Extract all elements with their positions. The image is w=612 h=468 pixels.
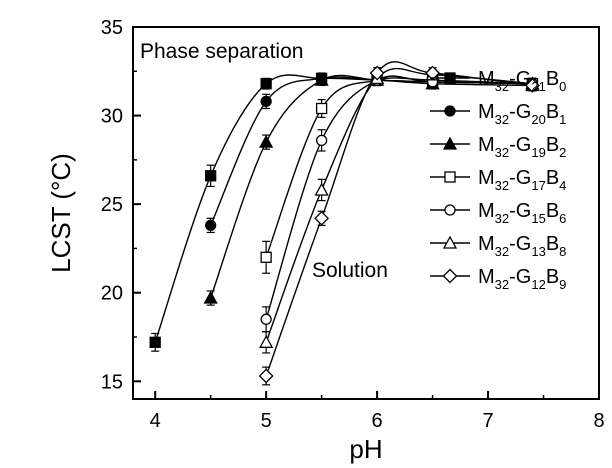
legend-marker bbox=[442, 136, 458, 150]
legend-label: M32-G21B0 bbox=[478, 68, 566, 94]
legend-label: M32-G19B2 bbox=[478, 134, 566, 160]
legend-marker bbox=[444, 204, 456, 216]
x-tick-label: 7 bbox=[482, 410, 493, 432]
data-point bbox=[425, 65, 440, 81]
legend-marker bbox=[444, 171, 456, 183]
data-point bbox=[259, 334, 274, 348]
data-point bbox=[314, 72, 329, 86]
data-point bbox=[260, 95, 272, 108]
legend-label: M32-G13B8 bbox=[478, 233, 566, 259]
data-point bbox=[205, 219, 217, 232]
y-tick-label: 15 bbox=[101, 371, 123, 393]
data-point bbox=[260, 78, 272, 90]
data-point bbox=[203, 290, 218, 304]
legend-label: M32-G15B6 bbox=[478, 200, 566, 226]
annotation-solution: Solution bbox=[312, 259, 388, 282]
legend-label: M32-G17B4 bbox=[478, 167, 566, 193]
data-point bbox=[369, 65, 385, 81]
data-point bbox=[205, 170, 217, 182]
y-tick-label: 25 bbox=[101, 194, 123, 216]
data-point bbox=[315, 102, 328, 115]
x-tick-label: 8 bbox=[593, 410, 604, 432]
annotation-phase-separation: Phase separation bbox=[140, 40, 303, 63]
y-tick-label: 20 bbox=[101, 283, 123, 305]
legend-label: M32-G20B1 bbox=[478, 101, 566, 127]
data-point bbox=[525, 78, 540, 93]
data-point bbox=[314, 182, 329, 196]
y-axis-title: LCST (°C) bbox=[46, 153, 76, 273]
legend-marker bbox=[442, 235, 458, 249]
data-point bbox=[258, 368, 274, 384]
y-tick-label: 35 bbox=[101, 17, 123, 39]
data-markers bbox=[149, 65, 540, 384]
data-point bbox=[314, 210, 330, 226]
legend-marker bbox=[444, 72, 456, 84]
plot-frame bbox=[132, 26, 600, 400]
legend-marker bbox=[444, 105, 456, 117]
x-tick-label: 4 bbox=[150, 410, 161, 432]
x-tick-label: 6 bbox=[372, 410, 383, 432]
data-point bbox=[260, 251, 272, 263]
x-axis-title: pH bbox=[349, 434, 382, 464]
axis-ticks: 4 5 6 7 8 15 20 25 30 35 bbox=[101, 17, 605, 432]
y-tick-label: 30 bbox=[101, 106, 123, 128]
data-point bbox=[149, 336, 161, 348]
series-line-4 bbox=[265, 75, 533, 320]
x-tick-label: 5 bbox=[261, 410, 272, 432]
legend: M32-G21B0 M32-G20B1 M32-G19B2 M32-G17B4 M32-… bbox=[430, 68, 566, 292]
data-point bbox=[315, 134, 328, 147]
series-line-2 bbox=[210, 74, 533, 299]
data-point bbox=[260, 313, 272, 325]
data-point bbox=[259, 134, 274, 148]
legend-marker bbox=[442, 268, 458, 284]
legend-label: M32-G12B9 bbox=[478, 266, 566, 292]
